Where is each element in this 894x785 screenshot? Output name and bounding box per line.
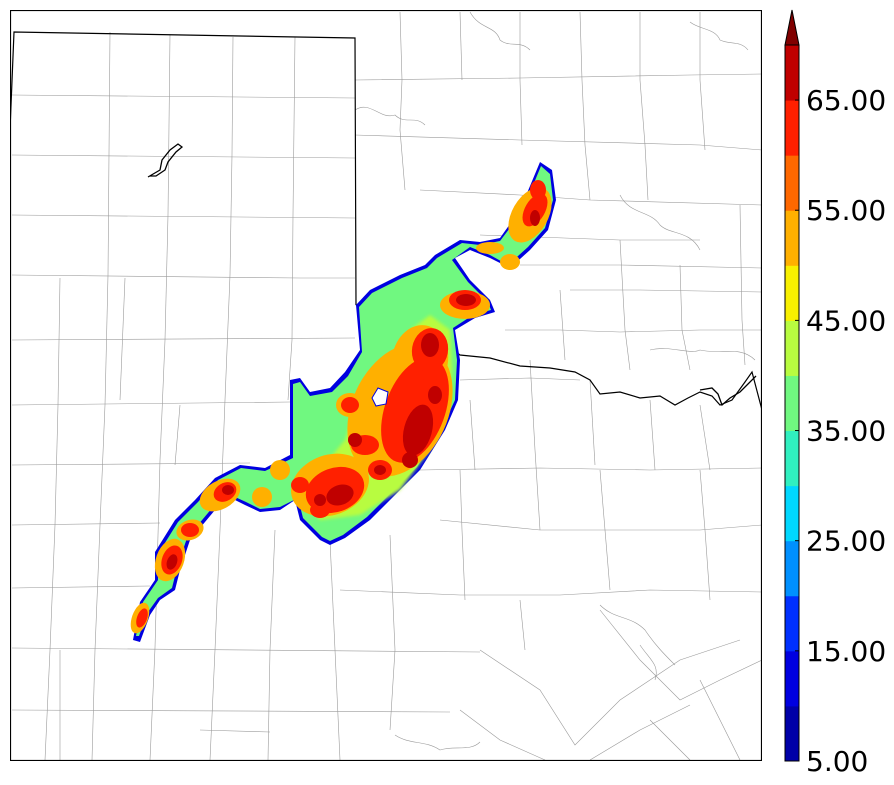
colorbar-segment [785, 705, 799, 762]
colorbar-segment [785, 45, 799, 101]
map-panel [10, 10, 762, 761]
echo-cell-65dbz [374, 465, 386, 475]
echo-cell-60dbz [181, 523, 199, 537]
county-boundaries [11, 11, 762, 761]
echo-cell-65dbz [428, 386, 442, 404]
colorbar-tick-label: 55.00 [806, 194, 886, 227]
colorbar-tick-label: 15.00 [806, 635, 886, 668]
echo-cell-60dbz [136, 608, 148, 628]
echo-cell-65dbz [348, 433, 362, 447]
echo-cell-50dbz [252, 487, 272, 507]
colorbar-segment [785, 650, 799, 707]
echo-cell-50dbz [270, 460, 290, 480]
colorbar-tick-label: 45.00 [806, 304, 886, 337]
reflectivity-field [130, 162, 556, 642]
colorbar-segment [785, 540, 799, 597]
colorbar-tick-label: 5.00 [806, 745, 868, 778]
echo-cell-65dbz [326, 484, 354, 506]
echo-cell-65dbz [166, 554, 178, 570]
colorbar-segment [785, 100, 799, 156]
colorbar-extend-arrow [784, 9, 800, 46]
colorbar-segment [785, 485, 799, 542]
colorbar-outline [784, 44, 800, 762]
colorbar-tick-label: 25.00 [806, 525, 886, 558]
echo-cell-65dbz [530, 210, 540, 226]
echo-cell-50dbz [476, 242, 504, 254]
echo-cell-65dbz [402, 452, 418, 468]
echo-cell-65dbz [222, 485, 234, 495]
echo-gap [371, 387, 389, 407]
colorbar-segment [785, 320, 799, 376]
echo-cell-50dbz [500, 254, 520, 270]
echo-cell-60dbz [291, 477, 309, 493]
colorbar: 65.00 55.00 45.00 35.00 25.00 15.00 5.00 [784, 9, 886, 778]
colorbar-segment [785, 430, 799, 487]
colorbar-segment [785, 155, 799, 211]
echo-cell-60dbz [310, 502, 330, 518]
river-lines [147, 143, 757, 407]
colorbar-segment [785, 265, 799, 321]
echo-cell-65dbz [314, 494, 326, 506]
colorbar-segment [785, 595, 799, 652]
echo-cell-60dbz [341, 397, 359, 413]
map-frame [10, 10, 762, 761]
echo-cell-65dbz [456, 294, 476, 306]
colorbar-segment [785, 210, 799, 266]
colorbar-tick-label: 35.00 [806, 415, 886, 448]
colorbar-segment [785, 375, 799, 432]
echo-cell-60dbz [530, 180, 546, 200]
colorbar-tick-label: 65.00 [806, 84, 886, 117]
echo-cell-65dbz [402, 404, 434, 456]
echo-cell-65dbz [421, 333, 439, 357]
